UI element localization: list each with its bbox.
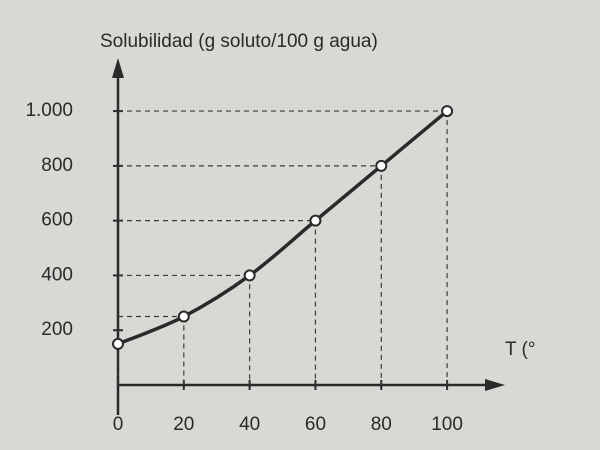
- y-tick-label: 1.000: [25, 100, 73, 121]
- x-tick-label: 60: [305, 414, 326, 435]
- y-axis-arrow: [112, 58, 124, 78]
- point: [309, 214, 322, 227]
- x-axis-arrow: [485, 379, 505, 391]
- x-tick-label: 0: [113, 414, 124, 435]
- point: [243, 269, 256, 282]
- y-tick-label: 600: [41, 210, 73, 231]
- x-tick-label: 100: [431, 414, 463, 435]
- curve: [117, 109, 449, 346]
- x-tick-label: 20: [173, 414, 194, 435]
- point: [177, 310, 190, 323]
- y-tick-label: 200: [41, 319, 73, 340]
- point: [441, 105, 454, 118]
- x-axis-label: T (°: [505, 339, 535, 360]
- y-tick-label: 400: [41, 264, 73, 285]
- x-tick-label: 80: [371, 414, 392, 435]
- point: [375, 159, 388, 172]
- x-tick-label: 40: [239, 414, 260, 435]
- y-tick-label: 800: [41, 155, 73, 176]
- y-axis-label: Solubilidad (g soluto/100 g agua): [100, 31, 378, 52]
- point: [112, 337, 124, 350]
